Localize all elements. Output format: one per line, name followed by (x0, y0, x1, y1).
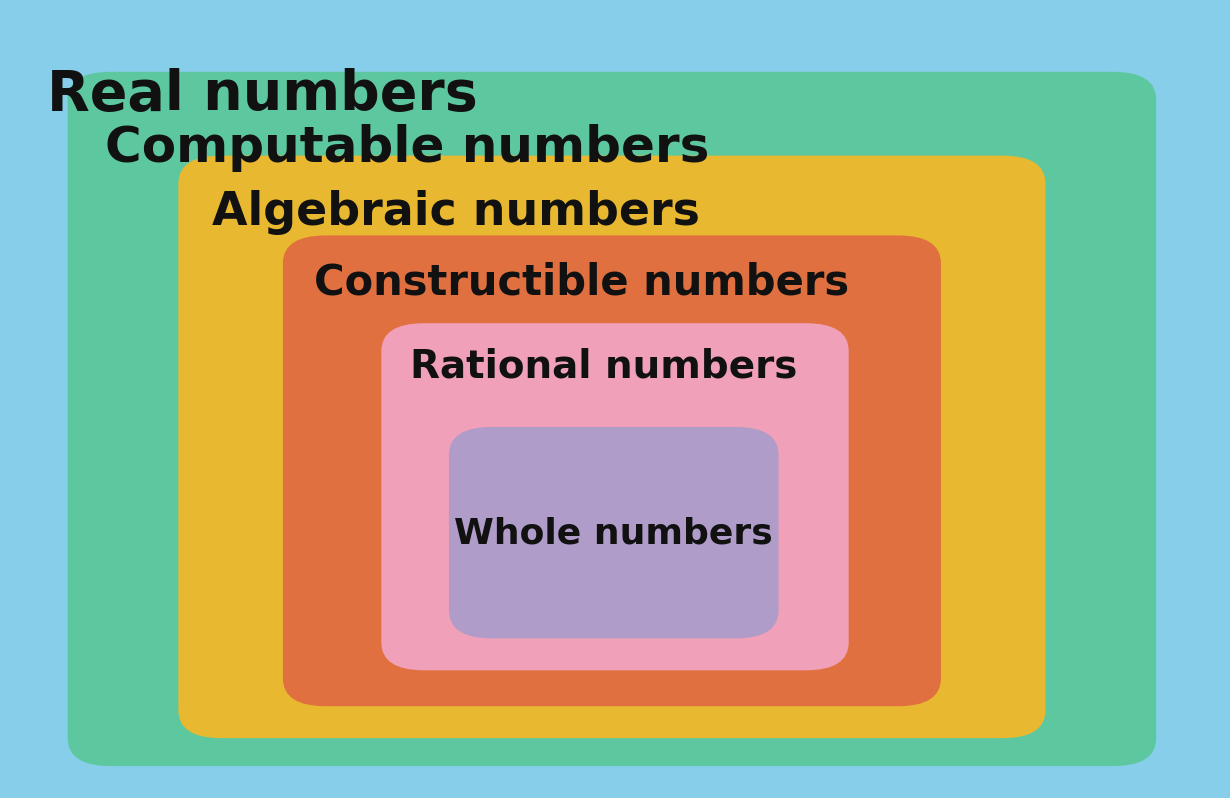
Text: Constructible numbers: Constructible numbers (314, 262, 849, 304)
FancyBboxPatch shape (283, 235, 941, 706)
FancyBboxPatch shape (178, 156, 1046, 738)
Text: Rational numbers: Rational numbers (410, 347, 797, 385)
Text: Whole numbers: Whole numbers (454, 516, 774, 550)
Text: Real numbers: Real numbers (47, 68, 477, 122)
FancyBboxPatch shape (381, 323, 849, 670)
FancyBboxPatch shape (449, 427, 779, 638)
FancyBboxPatch shape (68, 72, 1156, 766)
FancyBboxPatch shape (10, 18, 1220, 782)
Text: Computable numbers: Computable numbers (105, 124, 708, 172)
Text: Algebraic numbers: Algebraic numbers (212, 190, 700, 235)
